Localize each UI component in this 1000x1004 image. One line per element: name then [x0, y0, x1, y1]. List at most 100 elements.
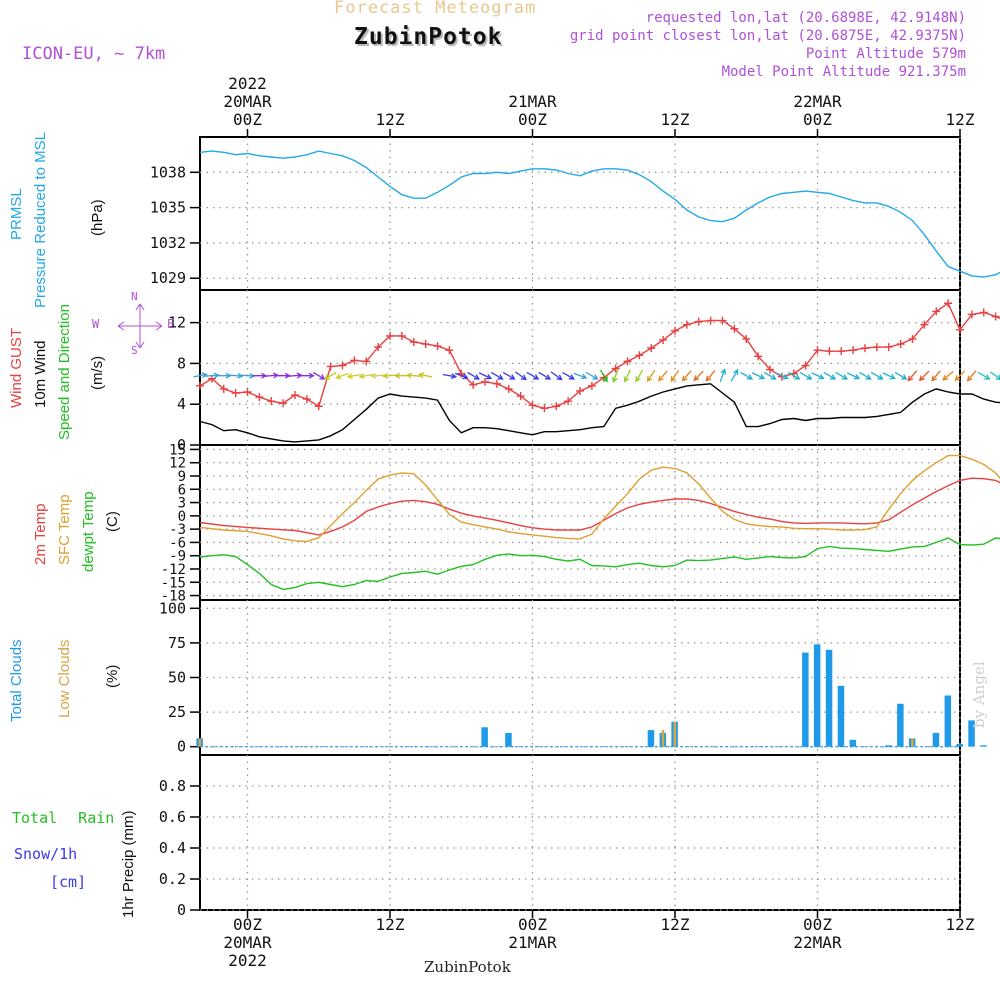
temp-2m-label: 2m Temp: [32, 503, 49, 565]
wind-direction-arrow: [312, 371, 326, 380]
wind-direction-arrow: [835, 371, 849, 380]
wind-direction-arrow: [954, 370, 966, 382]
gust-point: [587, 381, 596, 390]
temp-ytick-label: -15: [161, 575, 186, 591]
total-cloud-bar: [802, 652, 809, 747]
bottom-time-label: 2022: [228, 951, 267, 970]
gust-point: [516, 392, 525, 401]
gust-point: [540, 404, 549, 413]
wind-direction-arrow: [405, 372, 421, 379]
low-cloud-bar: [911, 738, 914, 747]
wind-direction-arrow: [454, 372, 469, 380]
clouds-ytick-label: 75: [168, 634, 186, 652]
top-time-label: 12Z: [661, 110, 690, 129]
wind-direction-arrow: [252, 372, 268, 379]
gust-point: [481, 377, 489, 386]
wind-direction-arrow: [346, 373, 361, 380]
model-label: ICON-EU, ~ 7km: [22, 44, 166, 64]
pressure-frame: [199, 136, 961, 291]
wind-dir-label: Speed and Direction: [56, 304, 73, 440]
gust-point: [433, 342, 442, 351]
gust-point: [991, 312, 1000, 321]
gust-point: [421, 340, 430, 349]
gust-point: [409, 338, 418, 347]
low-cloud-bar: [661, 730, 665, 747]
temp-ytick-label: 12: [169, 456, 186, 472]
temp-series-line: [199, 477, 1000, 536]
gust-point: [492, 379, 501, 388]
gust-point: [326, 362, 335, 371]
wind-direction-arrow: [764, 371, 777, 380]
gust-point: [291, 391, 299, 400]
total-cloud-bar: [956, 743, 963, 747]
wind-direction-arrow: [526, 371, 540, 380]
temp-series-line: [199, 454, 1000, 543]
footer-location: ZubinPotok: [424, 958, 511, 976]
wind-direction-arrow: [538, 371, 552, 380]
temp-dewpt-label: dewpt Temp: [80, 491, 97, 572]
gust-point: [552, 402, 561, 411]
gust-point: [279, 399, 288, 408]
bottom-time-label: 12Z: [376, 915, 405, 934]
gust-point: [564, 397, 573, 406]
precip-ytick-label: 0.2: [159, 870, 186, 888]
gust-point: [837, 347, 846, 356]
wind-direction-arrow: [502, 371, 516, 380]
wind-direction-arrow: [670, 369, 680, 383]
top-time-label: 00Z: [803, 110, 832, 129]
wind-direction-arrow: [335, 372, 349, 380]
pressure-series-line: [199, 150, 1000, 278]
pressure-label-2: Pressure Reduced to MSL: [32, 132, 49, 308]
pressure-ytick-label: 1032: [150, 234, 186, 252]
gust-point: [754, 352, 763, 361]
wind-direction-arrow: [931, 370, 941, 382]
low-cloud-bar: [198, 738, 202, 747]
wind-direction-arrow: [823, 371, 837, 380]
temp-ytick-label: 0: [178, 509, 186, 525]
wind-direction-arrow: [740, 371, 754, 380]
wind-direction-arrow: [646, 369, 656, 383]
bottom-time-label: 12Z: [946, 915, 975, 934]
wind-10m-label: 10m Wind: [32, 340, 49, 408]
gust-point: [742, 334, 751, 343]
pressure-ytick-label: 1035: [150, 199, 186, 217]
wind-direction-arrow: [467, 371, 480, 380]
top-time-label: 21MAR: [508, 92, 557, 111]
wind-direction-arrow: [562, 371, 575, 380]
gust-point: [884, 343, 893, 352]
compass-rose-icon: [117, 303, 163, 349]
gust-point: [944, 299, 953, 308]
temp-ytick-label: -3: [169, 522, 186, 538]
wind-direction-arrow: [514, 371, 528, 381]
wind-direction-arrow: [859, 371, 872, 380]
model-altitude: Model Point Altitude 921.375m: [721, 64, 966, 80]
wind-series-line: [199, 302, 1000, 410]
wind-direction-arrow: [229, 372, 244, 379]
clouds-frame: [199, 599, 961, 756]
total-cloud-bar: [968, 720, 975, 747]
gust-point: [350, 356, 359, 365]
gust-point: [801, 361, 810, 370]
total-cloud-bar: [813, 644, 821, 747]
gust-point: [825, 347, 834, 356]
watermark: by Angel: [970, 661, 988, 728]
gust-point: [362, 357, 371, 366]
gust-point: [576, 386, 584, 395]
gust-point: [920, 320, 929, 329]
clouds-unit: (%): [104, 664, 121, 688]
gust-point: [302, 395, 311, 404]
bottom-time-label: 00Z: [233, 915, 262, 934]
total-cloud-bar: [932, 732, 940, 747]
gust-point: [647, 344, 656, 353]
top-time-label: 12Z: [946, 110, 975, 129]
wind-direction-arrow: [240, 372, 256, 379]
pressure-ytick-label: 1038: [150, 163, 186, 181]
wind-direction-arrow: [585, 371, 599, 380]
gust-point: [469, 380, 478, 389]
gust-point: [967, 310, 976, 319]
wind-direction-arrow: [382, 372, 397, 379]
temp-ytick-label: 6: [178, 482, 186, 498]
wind-direction-arrow: [870, 371, 884, 380]
point-altitude: Point Altitude 579m: [805, 46, 966, 62]
